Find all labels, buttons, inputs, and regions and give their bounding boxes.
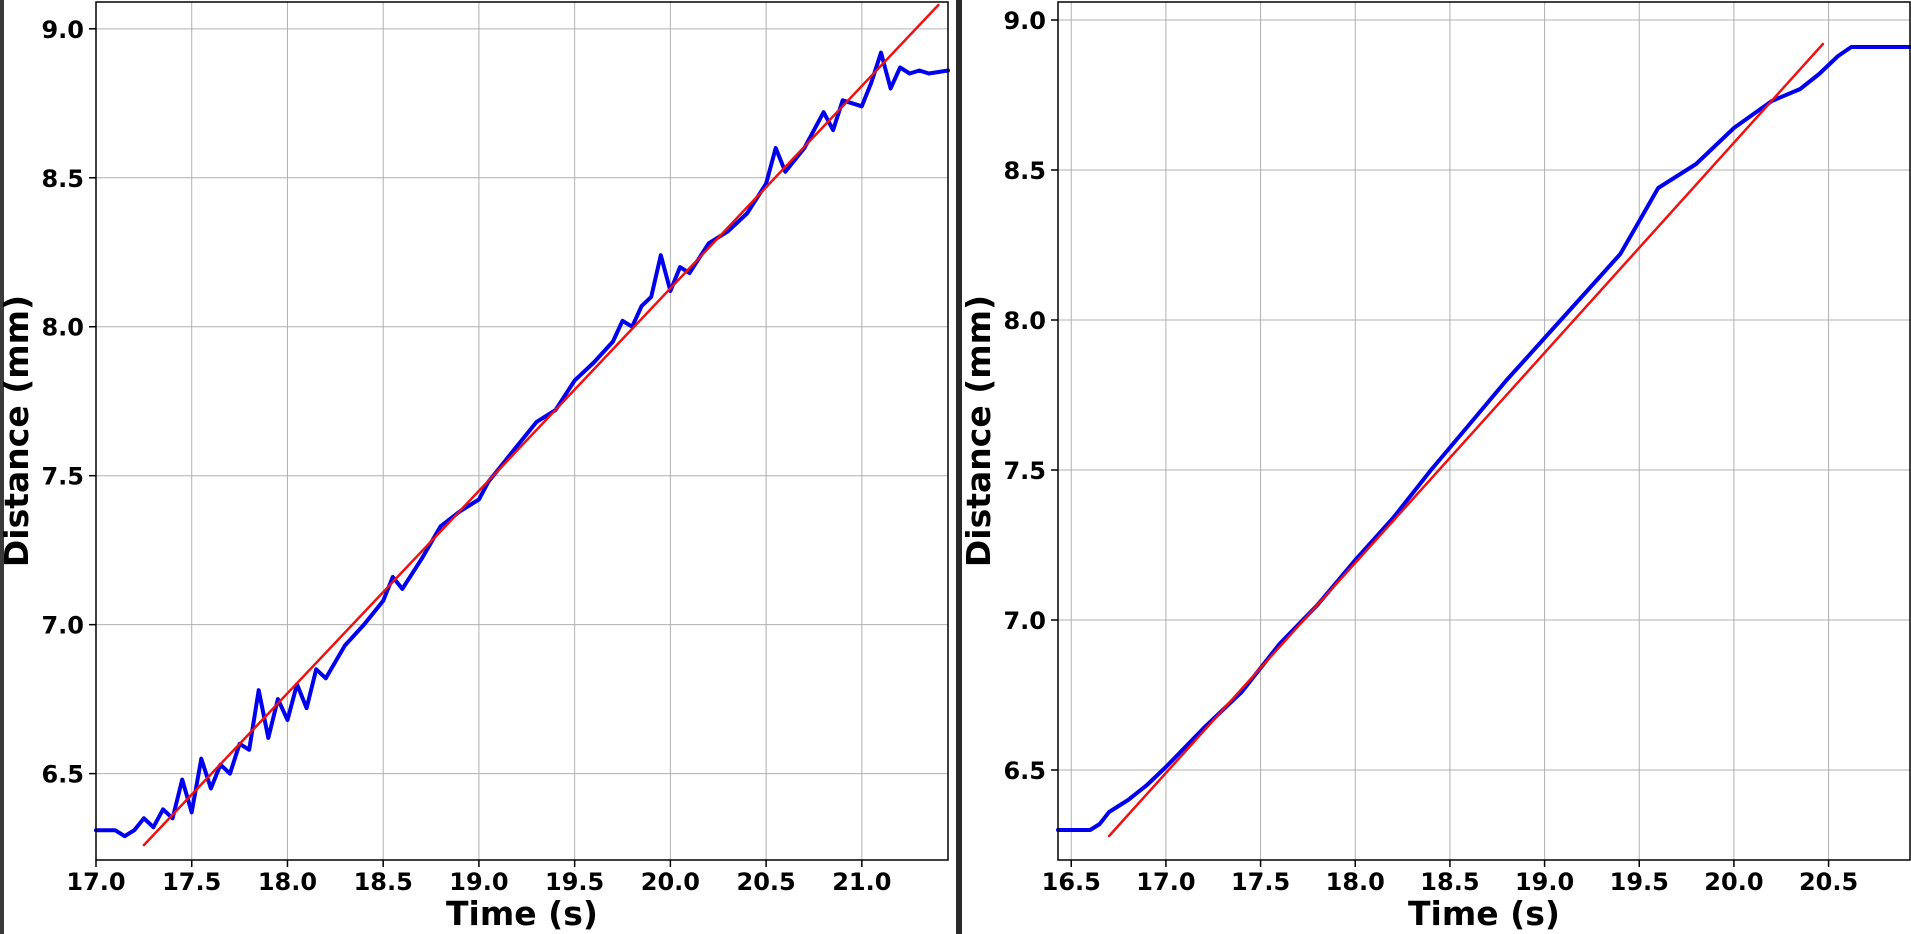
y-tick-label: 9.0: [41, 16, 84, 44]
x-tick-label: 19.5: [545, 868, 604, 896]
y-tick-label: 8.0: [1003, 307, 1046, 335]
x-axis-label: Time (s): [1408, 894, 1560, 933]
y-tick-label: 7.5: [1003, 457, 1046, 485]
x-tick-label: 19.0: [449, 868, 508, 896]
plot-area: [1058, 2, 1910, 860]
y-tick-label: 8.5: [41, 165, 84, 193]
panel-divider: [956, 0, 962, 934]
x-tick-label: 19.0: [1515, 868, 1574, 896]
x-tick-label: 18.5: [354, 868, 413, 896]
y-tick-label: 7.0: [41, 612, 84, 640]
x-tick-label: 17.0: [66, 868, 125, 896]
x-tick-label: 17.0: [1136, 868, 1195, 896]
y-tick-label: 7.5: [41, 463, 84, 491]
y-axis-label: Distance (mm): [0, 295, 36, 567]
fit-line: [1107, 42, 1825, 838]
y-tick-label: 8.5: [1003, 157, 1046, 185]
series-group: [1056, 42, 1911, 838]
x-tick-label: 21.0: [832, 868, 891, 896]
x-tick-label: 20.5: [1799, 868, 1858, 896]
fit-line: [142, 3, 940, 847]
x-tick-label: 18.0: [1326, 868, 1385, 896]
x-tick-label: 17.5: [1231, 868, 1290, 896]
x-tick-label: 18.5: [1420, 868, 1479, 896]
x-axis-label: Time (s): [446, 894, 598, 933]
y-axis-label: Distance (mm): [962, 295, 998, 567]
x-tick-label: 20.5: [737, 868, 796, 896]
x-tick-label: 17.5: [162, 868, 221, 896]
y-tick-label: 9.0: [1003, 7, 1046, 35]
y-tick-label: 8.0: [41, 314, 84, 342]
x-tick-label: 19.5: [1610, 868, 1669, 896]
chart-right: 16.5 17.0 17.5 18.0 18.5 19.0 19.5 20.0 20.5 6.5 7…: [962, 1, 1911, 933]
plot-frame: [1057, 1, 1911, 861]
plot-frame: [95, 1, 949, 861]
x-tick-label: 18.0: [258, 868, 317, 896]
series-group: [94, 3, 950, 847]
left-panel-bar: [0, 0, 4, 934]
data-line: [1056, 45, 1911, 832]
y-tick-label: 6.5: [41, 761, 84, 789]
x-tick-label: 20.0: [1704, 868, 1763, 896]
chart-left: 17.0 17.5 18.0 18.5 19.0 19.5 20.0 20.5 21.0 6.5 7…: [0, 1, 950, 933]
x-tick-label: 20.0: [641, 868, 700, 896]
y-tick-label: 7.0: [1003, 607, 1046, 635]
y-tick-label: 6.5: [1003, 757, 1046, 785]
x-tick-label: 16.5: [1042, 868, 1101, 896]
